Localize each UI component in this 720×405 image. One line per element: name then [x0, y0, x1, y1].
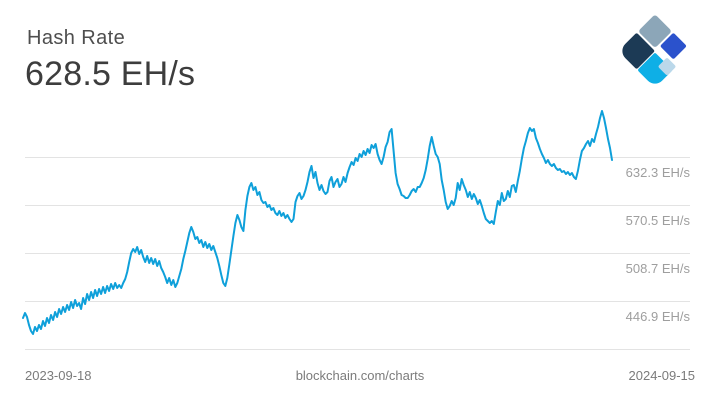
y-axis-label: 508.7 EH/s: [625, 261, 690, 276]
gridlines-group: [25, 157, 690, 350]
hash-rate-line: [22, 110, 613, 335]
x-axis-start-date: 2023-09-18: [25, 368, 92, 383]
x-axis-end-date: 2024-09-15: [628, 368, 696, 383]
current-value: 628.5 EH/s: [25, 55, 196, 93]
x-axis-footer: blockchain.com/charts 2023-09-18 2024-09…: [25, 368, 695, 383]
y-axis-label: 446.9 EH/s: [625, 309, 690, 324]
watermark: blockchain.com/charts: [295, 368, 425, 383]
y-axis-label: 632.3 EH/s: [625, 165, 690, 180]
page-title: Hash Rate: [27, 27, 126, 49]
y-axis-label: 570.5 EH/s: [625, 213, 690, 228]
